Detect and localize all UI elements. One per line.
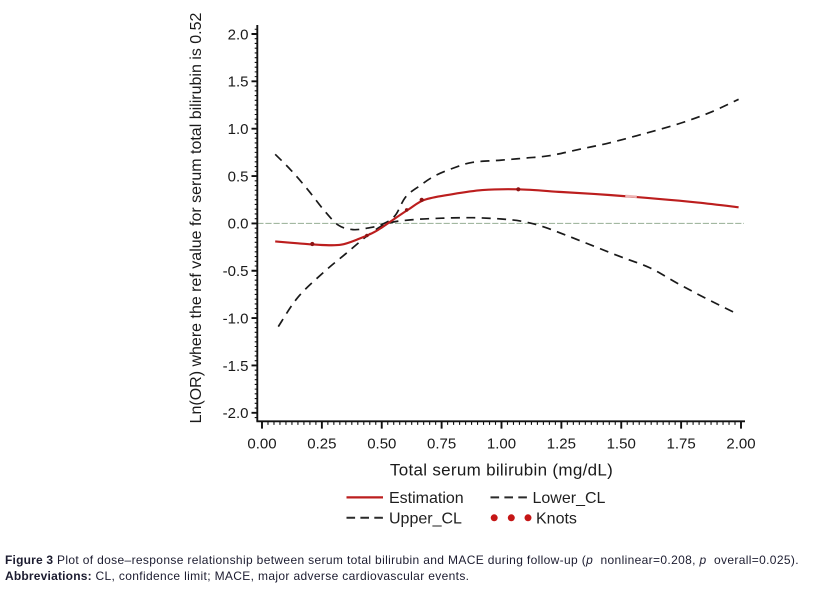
svg-text:1.0: 1.0 xyxy=(228,121,249,138)
svg-text:-2.0: -2.0 xyxy=(223,405,249,422)
svg-text:0.75: 0.75 xyxy=(427,435,456,452)
svg-text:Knots: Knots xyxy=(536,510,577,527)
svg-text:1.75: 1.75 xyxy=(666,435,695,452)
svg-text:0.25: 0.25 xyxy=(307,435,336,452)
svg-text:0.50: 0.50 xyxy=(367,435,396,452)
svg-text:0.5: 0.5 xyxy=(228,168,249,185)
svg-text:Upper_CL: Upper_CL xyxy=(389,510,462,527)
svg-text:1.25: 1.25 xyxy=(547,435,576,452)
svg-text:Total serum bilirubin (mg/dL): Total serum bilirubin (mg/dL) xyxy=(390,461,613,480)
svg-text:0.0: 0.0 xyxy=(228,216,249,233)
svg-text:-1.5: -1.5 xyxy=(223,358,249,375)
svg-text:1.50: 1.50 xyxy=(607,435,636,452)
svg-text:1.00: 1.00 xyxy=(487,435,516,452)
svg-text:Ln(OR) where the ref value for: Ln(OR) where the ref value for serum tot… xyxy=(188,12,205,423)
svg-text:2.00: 2.00 xyxy=(726,435,755,452)
svg-text:-0.5: -0.5 xyxy=(223,263,249,280)
svg-text:2.0: 2.0 xyxy=(228,26,249,43)
svg-text:-1.0: -1.0 xyxy=(223,310,249,327)
svg-text:Lower_CL: Lower_CL xyxy=(533,490,606,507)
svg-text:0.00: 0.00 xyxy=(247,435,276,452)
svg-text:1.5: 1.5 xyxy=(228,74,249,91)
svg-text:Estimation: Estimation xyxy=(389,490,464,507)
